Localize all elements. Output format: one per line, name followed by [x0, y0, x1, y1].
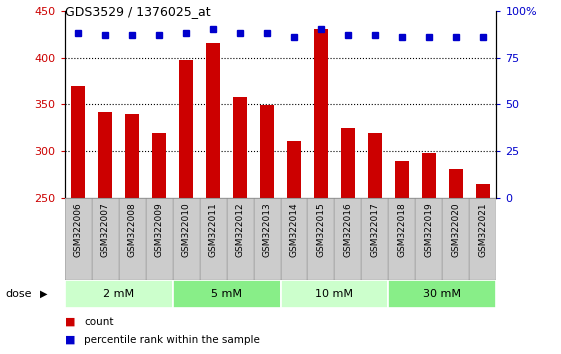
- Text: ▶: ▶: [40, 289, 48, 299]
- Bar: [396, 161, 409, 198]
- Bar: [254, 198, 280, 281]
- Bar: [449, 169, 463, 198]
- Text: GSM322014: GSM322014: [289, 202, 298, 257]
- Text: GSM322008: GSM322008: [127, 202, 136, 257]
- Bar: [280, 198, 307, 281]
- Bar: [361, 198, 388, 281]
- Bar: [389, 198, 416, 281]
- Bar: [152, 133, 165, 198]
- Bar: [65, 198, 91, 281]
- Bar: [118, 198, 145, 281]
- Bar: [91, 198, 118, 281]
- Bar: [125, 114, 139, 198]
- Text: GSM322011: GSM322011: [209, 202, 218, 257]
- Bar: [422, 153, 436, 198]
- Bar: [173, 198, 200, 281]
- Bar: [389, 280, 496, 308]
- Text: GSM322010: GSM322010: [182, 202, 191, 257]
- Bar: [71, 86, 85, 198]
- Text: GSM322019: GSM322019: [425, 202, 434, 257]
- Bar: [280, 280, 388, 308]
- Bar: [200, 198, 227, 281]
- Text: dose: dose: [6, 289, 32, 299]
- Text: GSM322009: GSM322009: [154, 202, 163, 257]
- Text: GDS3529 / 1376025_at: GDS3529 / 1376025_at: [65, 5, 210, 18]
- Text: GSM322018: GSM322018: [398, 202, 407, 257]
- Text: GSM322021: GSM322021: [479, 202, 488, 257]
- Bar: [307, 198, 334, 281]
- Bar: [65, 280, 173, 308]
- Text: percentile rank within the sample: percentile rank within the sample: [84, 335, 260, 345]
- Bar: [368, 133, 381, 198]
- Text: GSM322012: GSM322012: [236, 202, 245, 257]
- Text: count: count: [84, 317, 114, 327]
- Bar: [98, 112, 112, 198]
- Bar: [476, 184, 490, 198]
- Bar: [145, 198, 173, 281]
- Text: 2 mM: 2 mM: [103, 289, 134, 299]
- Text: GSM322006: GSM322006: [73, 202, 82, 257]
- Bar: [206, 44, 220, 198]
- Bar: [443, 198, 470, 281]
- Bar: [173, 280, 280, 308]
- Bar: [341, 128, 355, 198]
- Bar: [416, 198, 443, 281]
- Text: GSM322015: GSM322015: [316, 202, 325, 257]
- Bar: [180, 60, 193, 198]
- Text: ■: ■: [65, 335, 75, 345]
- Text: GSM322013: GSM322013: [263, 202, 272, 257]
- Text: ■: ■: [65, 317, 75, 327]
- Bar: [334, 198, 361, 281]
- Bar: [233, 97, 247, 198]
- Text: 5 mM: 5 mM: [211, 289, 242, 299]
- Text: 10 mM: 10 mM: [315, 289, 353, 299]
- Bar: [260, 105, 274, 198]
- Text: GSM322016: GSM322016: [343, 202, 352, 257]
- Text: GSM322017: GSM322017: [370, 202, 379, 257]
- Bar: [470, 198, 496, 281]
- Bar: [287, 141, 301, 198]
- Bar: [227, 198, 254, 281]
- Text: GSM322020: GSM322020: [452, 202, 461, 257]
- Text: 30 mM: 30 mM: [424, 289, 462, 299]
- Text: GSM322007: GSM322007: [100, 202, 109, 257]
- Bar: [314, 29, 328, 198]
